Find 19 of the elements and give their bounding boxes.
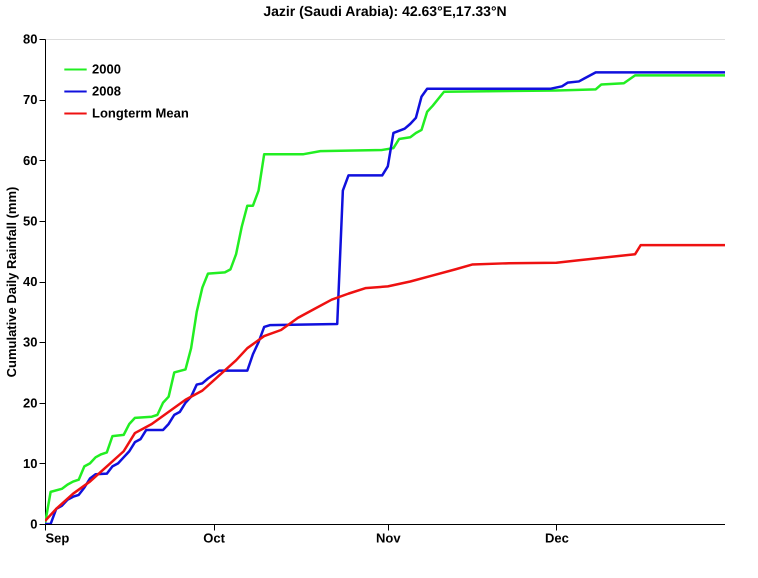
y-tick-label: 30	[23, 334, 38, 350]
y-tick-label: 50	[23, 213, 38, 228]
y-tick-label: 80	[23, 32, 38, 46]
legend-label: 2000	[92, 62, 121, 76]
y-tick-label: 60	[23, 152, 38, 168]
chart-title: Jazir (Saudi Arabia): 42.63°E,17.33°N	[263, 3, 507, 19]
x-tick-label: Sep	[46, 530, 70, 546]
y-tick-label: 10	[23, 456, 38, 471]
y-axis-title: Cumulative Daily Rainfall (mm)	[4, 186, 20, 378]
x-tick-label: Nov	[376, 530, 402, 546]
x-tick-label: Dec	[544, 530, 569, 546]
line-series	[45, 244, 725, 522]
y-tick-label: 40	[23, 274, 38, 289]
legend-label: 2008	[92, 84, 121, 98]
y-tick-label: 20	[23, 395, 38, 410]
y-tick-label: 0	[30, 516, 38, 532]
legend-label: Longterm Mean	[92, 106, 189, 120]
x-tick-label: Oct	[203, 530, 226, 546]
y-tick-label: 70	[23, 92, 38, 108]
